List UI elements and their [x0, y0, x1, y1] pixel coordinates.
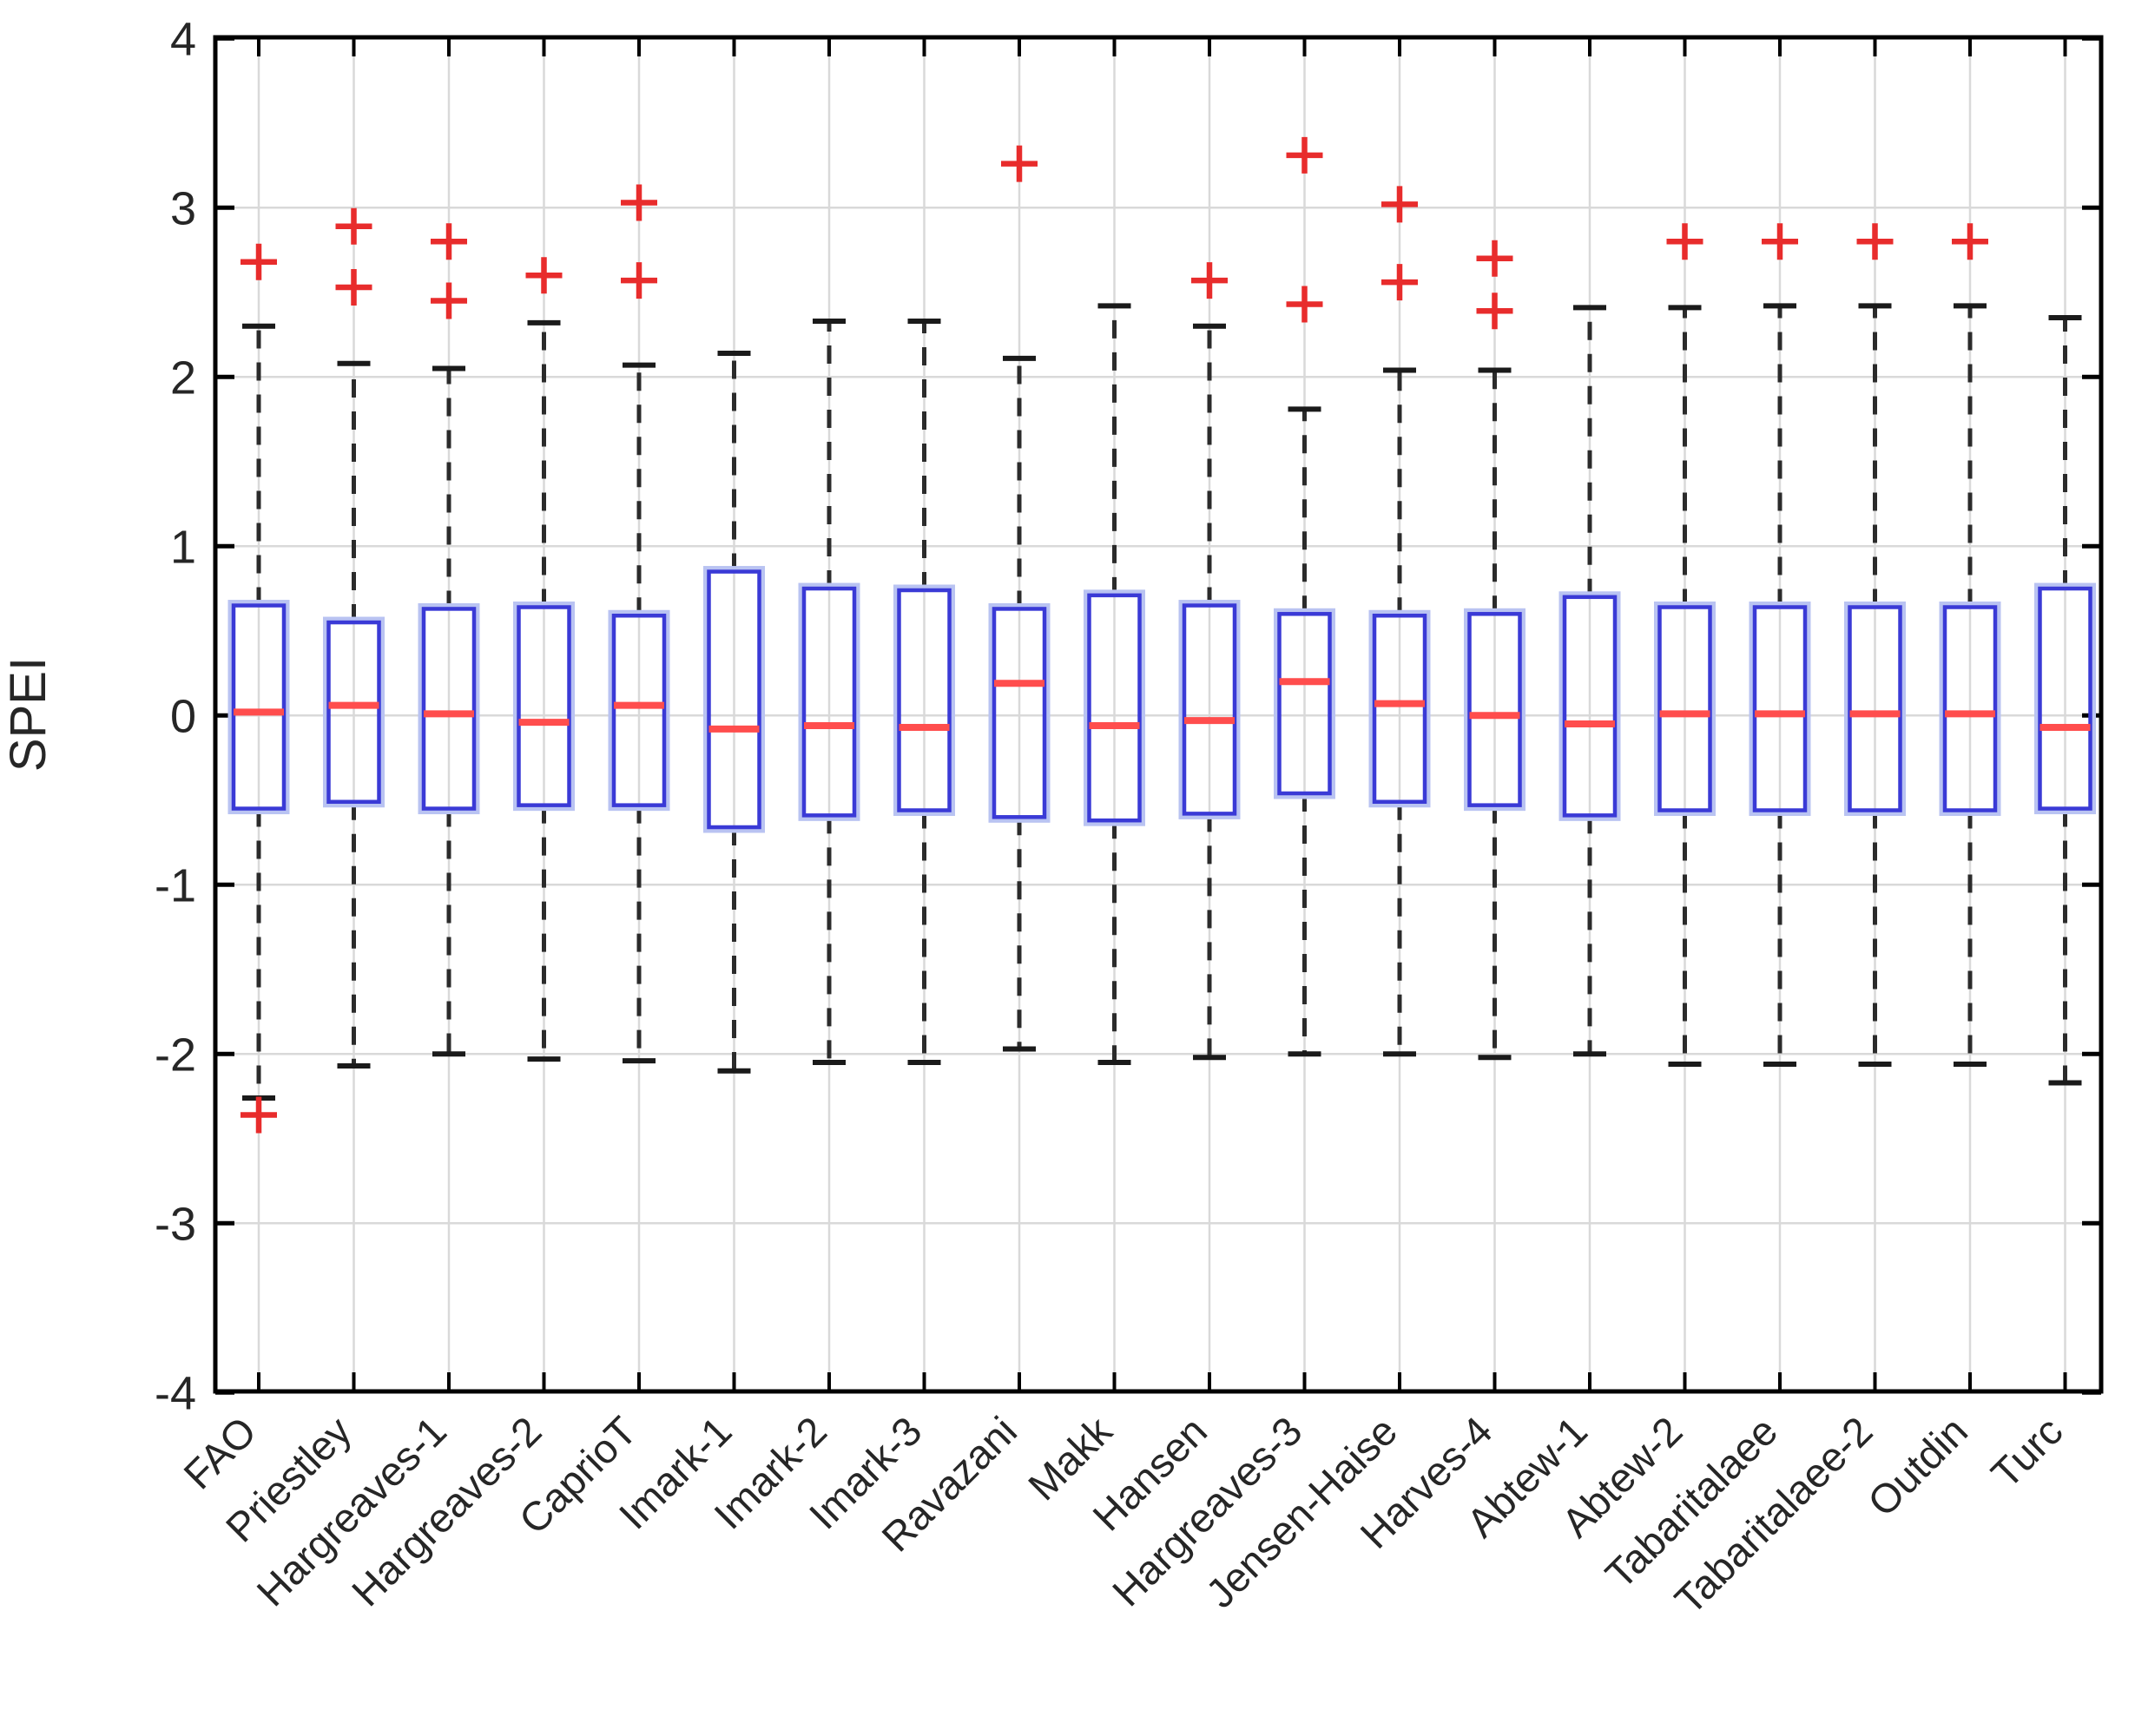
outlier-marker	[525, 257, 563, 294]
box-group-jensen-haise	[1368, 186, 1431, 1057]
box-group-capriot	[608, 184, 670, 1064]
box-group-imark-2	[798, 318, 860, 1066]
box-halo	[798, 582, 860, 821]
outlier-marker	[1286, 136, 1323, 174]
outlier-marker	[1001, 145, 1038, 182]
outlier-marker	[431, 282, 467, 319]
box-group-ravazani	[988, 145, 1051, 1052]
outlier-marker	[1856, 223, 1894, 260]
box-group-outdin	[1939, 223, 2001, 1067]
iqr-box	[1942, 605, 1998, 812]
outlier-marker	[621, 262, 657, 299]
y-tick-label: 4	[170, 13, 196, 65]
box-halo	[1844, 602, 1906, 816]
box-group-abtew-2	[1654, 223, 1716, 1067]
box-halo	[1368, 609, 1431, 808]
iqr-box	[1087, 593, 1142, 823]
iqr-box	[1752, 605, 1808, 812]
iqr-box	[517, 605, 571, 807]
outlier-marker	[1666, 223, 1703, 260]
iqr-box	[2038, 586, 2092, 811]
box-halo	[1939, 602, 2001, 816]
iqr-box	[897, 588, 952, 812]
outlier-marker	[1476, 240, 1513, 277]
box-halo	[1558, 591, 1621, 821]
box-halo	[1654, 602, 1716, 816]
box-group-hargreaves-2	[513, 257, 575, 1062]
outlier-marker	[335, 268, 372, 306]
box-group-imark-1	[703, 351, 765, 1074]
y-tick-label: 0	[170, 690, 196, 742]
x-tick-label-outdin: Outdin	[1859, 1408, 1976, 1525]
iqr-box	[1277, 612, 1332, 796]
iqr-box	[1562, 595, 1618, 818]
outlier-marker	[1762, 223, 1798, 260]
y-axis-title: SPEI	[0, 657, 56, 772]
box-group-hansen	[1178, 262, 1241, 1061]
iqr-box	[421, 607, 477, 811]
iqr-box	[326, 620, 381, 804]
outlier-marker	[1286, 286, 1323, 323]
iqr-box	[231, 603, 287, 811]
y-tick-label: 3	[170, 182, 196, 234]
outlier-marker	[335, 207, 372, 245]
box-halo	[1464, 608, 1525, 812]
plot-frame	[213, 35, 2104, 1394]
iqr-box	[611, 614, 667, 807]
outlier-marker	[241, 1096, 277, 1134]
box-halo	[608, 609, 670, 812]
box-group-harves-4	[1464, 240, 1525, 1061]
box-group-hargreaves-3	[1274, 136, 1335, 1057]
y-tick-label: 1	[170, 521, 196, 573]
box-halo	[418, 602, 480, 815]
box-halo	[703, 566, 765, 833]
outlier-marker	[1191, 262, 1228, 299]
outlier-marker	[621, 184, 657, 221]
box-halo	[893, 584, 955, 816]
iqr-box	[1657, 605, 1712, 812]
box-halo	[1749, 602, 1811, 816]
box-group-priestley	[323, 207, 385, 1069]
box-halo	[2034, 582, 2096, 815]
iqr-box	[1467, 612, 1522, 807]
outlier-marker	[1952, 223, 1988, 260]
box-halo	[988, 602, 1051, 823]
y-tick-label: 2	[170, 352, 196, 404]
iqr-box	[1372, 614, 1427, 804]
y-tick-label: -4	[155, 1367, 196, 1419]
y-tick-label: -2	[155, 1029, 196, 1081]
box-group-tabaritalaee	[1749, 223, 1811, 1067]
box-halo	[1084, 589, 1145, 826]
box-halo	[227, 600, 290, 815]
outlier-marker	[1381, 264, 1418, 301]
iqr-box	[707, 569, 761, 830]
gridlines-layer	[215, 37, 2101, 1391]
box-group-imark-3	[893, 318, 955, 1066]
boxes-layer	[227, 136, 2096, 1134]
outlier-marker	[241, 243, 277, 280]
box-group-hargreaves-1	[418, 223, 480, 1057]
box-group-abtew-1	[1558, 305, 1621, 1057]
box-halo	[323, 616, 385, 808]
box-group-tabaritalaee-2	[1844, 223, 1906, 1067]
box-halo	[1178, 600, 1241, 819]
box-halo	[513, 602, 575, 812]
y-tick-label: -1	[155, 859, 196, 911]
outlier-marker	[431, 223, 467, 260]
iqr-box	[801, 586, 857, 818]
y-tick-label: -3	[155, 1198, 196, 1250]
box-group-makk	[1084, 303, 1145, 1066]
iqr-box	[1182, 603, 1237, 816]
outlier-marker	[1381, 186, 1418, 223]
iqr-box	[992, 607, 1047, 819]
x-tick-label-turc: Turc	[1982, 1408, 2072, 1497]
outlier-marker	[1476, 293, 1513, 330]
box-group-turc	[2034, 315, 2096, 1086]
box-halo	[1274, 608, 1335, 799]
iqr-box	[1848, 605, 1902, 812]
box-group-fao	[227, 243, 290, 1134]
